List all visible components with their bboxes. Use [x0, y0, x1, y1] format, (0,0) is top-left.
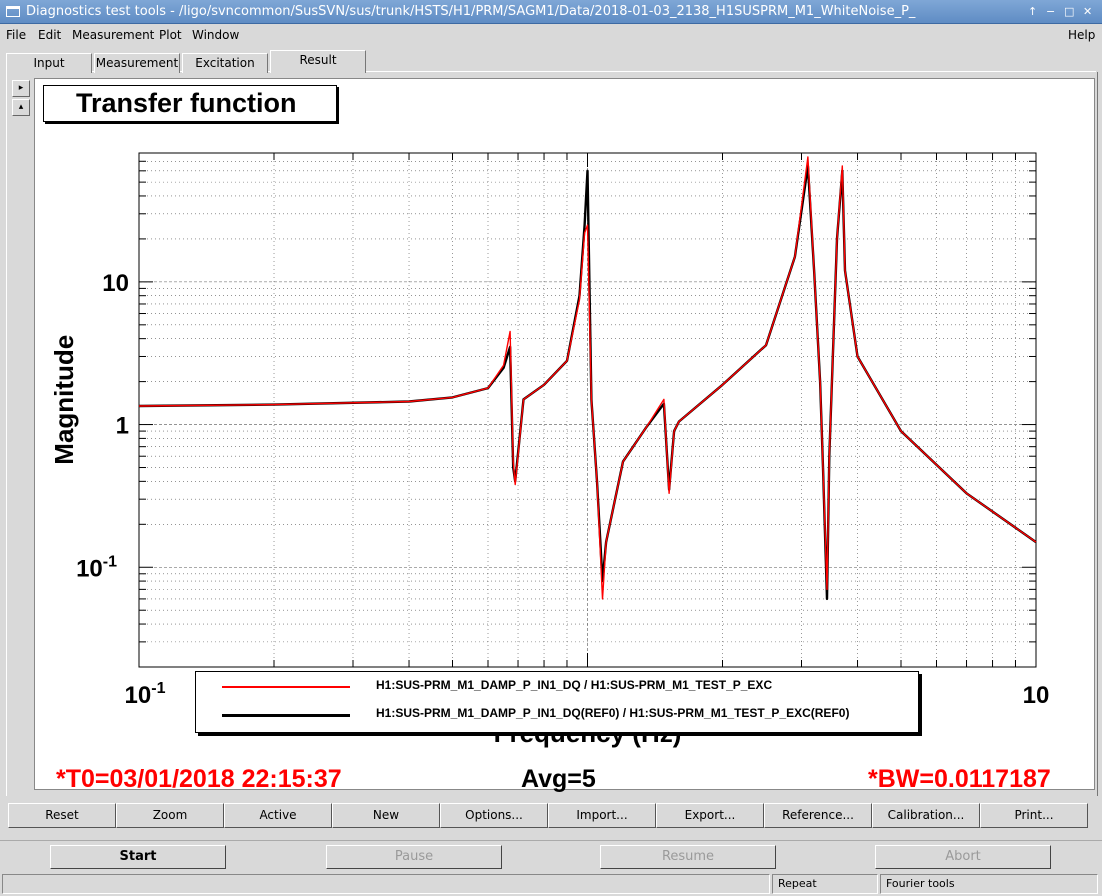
active-button[interactable]: Active — [224, 803, 332, 828]
status-tool: Fourier tools — [880, 874, 1098, 894]
result-panel — [6, 72, 1098, 796]
y-tick-label: 10-1 — [76, 553, 117, 582]
menu-plot[interactable]: Plot — [159, 28, 182, 42]
menu-measurement[interactable]: Measurement — [72, 28, 155, 42]
resume-button[interactable]: Resume — [600, 845, 776, 869]
window-icon[interactable] — [6, 6, 20, 17]
x-tick-label: 10 — [1023, 682, 1050, 709]
collapse-arrow-icon[interactable]: ▴ — [12, 99, 30, 116]
menu-help[interactable]: Help — [1068, 28, 1096, 42]
legend-label: H1:SUS-PRM_M1_DAMP_P_IN1_DQ / H1:SUS-PRM… — [376, 678, 773, 692]
tab-excitation[interactable]: Excitation — [182, 53, 268, 73]
legend-swatch — [222, 714, 350, 717]
tab-measurement[interactable]: Measurement — [94, 53, 180, 73]
legend-swatch — [222, 686, 350, 688]
status-bar: Repeat Fourier tools — [0, 873, 1102, 896]
close-icon[interactable]: ✕ — [1083, 5, 1093, 18]
tab-bar: Input Measurement Excitation Result — [6, 50, 1096, 73]
status-mode: Repeat — [772, 874, 878, 894]
tab-result[interactable]: Result — [270, 50, 366, 73]
run-control-row: Start Pause Resume Abort — [0, 840, 1102, 870]
x-tick-label: 10-1 — [125, 680, 166, 709]
legend-label: H1:SUS-PRM_M1_DAMP_P_IN1_DQ(REF0) / H1:S… — [376, 706, 850, 720]
bw-readout: *BW=0.0117187 — [868, 765, 1051, 793]
series-line-2 — [138, 156, 1037, 600]
status-message — [2, 874, 770, 894]
minimize-icon[interactable]: − — [1046, 5, 1056, 18]
t0-readout: *T0=03/01/2018 22:15:37 — [56, 765, 342, 793]
plot-title[interactable]: Transfer function — [43, 85, 337, 122]
start-button[interactable]: Start — [50, 845, 226, 869]
reference-button[interactable]: Reference... — [764, 803, 872, 828]
legend-item: H1:SUS-PRM_M1_DAMP_P_IN1_DQ / H1:SUS-PRM… — [196, 675, 920, 699]
y-tick-label: 10 — [102, 270, 129, 297]
menu-edit[interactable]: Edit — [38, 28, 62, 42]
raise-window-icon[interactable]: ↑ — [1028, 5, 1038, 18]
new-button[interactable]: New — [332, 803, 440, 828]
avg-readout: Avg=5 — [521, 765, 596, 793]
tab-input[interactable]: Input — [6, 53, 92, 73]
menu-window[interactable]: Window — [192, 28, 240, 42]
window-titlebar[interactable]: Diagnostics test tools - /ligo/svncommon… — [0, 0, 1102, 24]
expand-arrow-icon[interactable]: ▸ — [12, 80, 30, 97]
options-button[interactable]: Options... — [440, 803, 548, 828]
y-axis-label: Magnitude — [49, 335, 79, 465]
calibration-button[interactable]: Calibration... — [872, 803, 980, 828]
pause-button[interactable]: Pause — [326, 845, 502, 869]
menu-bar: File Edit Measurement Plot Window Help — [0, 24, 1102, 48]
abort-button[interactable]: Abort — [875, 845, 1051, 869]
import-button[interactable]: Import... — [548, 803, 656, 828]
y-tick-label: 1 — [116, 413, 129, 440]
export-button[interactable]: Export... — [656, 803, 764, 828]
maximize-icon[interactable]: □ — [1064, 5, 1075, 18]
print-button[interactable]: Print... — [980, 803, 1088, 828]
window-title: Diagnostics test tools - /ligo/svncommon… — [26, 4, 916, 19]
legend-item: H1:SUS-PRM_M1_DAMP_P_IN1_DQ(REF0) / H1:S… — [196, 703, 920, 727]
reset-button[interactable]: Reset — [8, 803, 116, 828]
plot-button-row: Reset Zoom Active New Options... Import.… — [8, 803, 1090, 828]
legend[interactable]: H1:SUS-PRM_M1_DAMP_P_IN1_DQ / H1:SUS-PRM… — [195, 671, 919, 733]
zoom-button[interactable]: Zoom — [116, 803, 224, 828]
menu-file[interactable]: File — [6, 28, 27, 42]
